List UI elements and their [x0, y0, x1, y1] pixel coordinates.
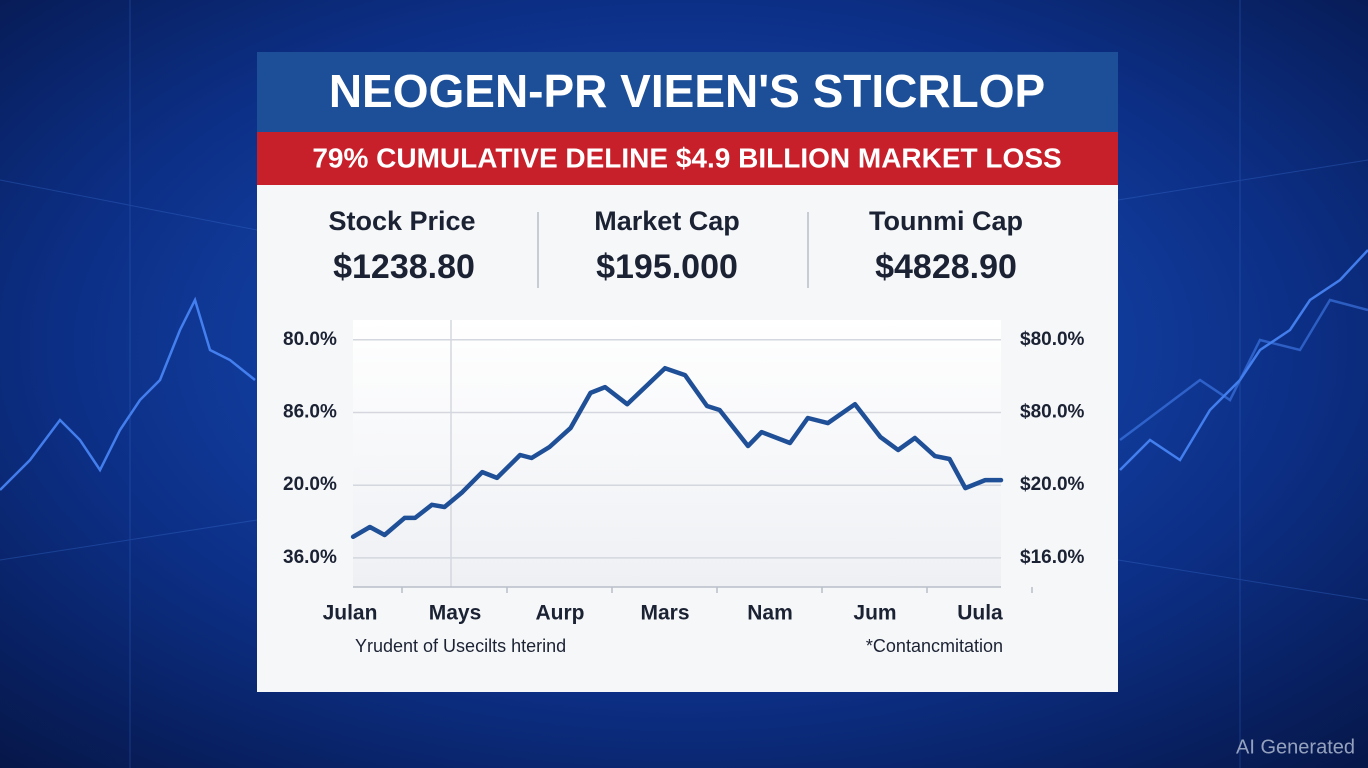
- x-tick-label: Jum: [853, 602, 896, 625]
- stat-value: $195.000: [596, 248, 738, 286]
- subtitle-band: [257, 132, 1118, 185]
- stat-label: Stock Price: [328, 206, 475, 236]
- x-tick-label: Mars: [640, 602, 689, 625]
- stat-label: Tounmi Cap: [869, 206, 1023, 236]
- stat-value: $4828.90: [875, 248, 1017, 286]
- y2-tick-label: $80.0%: [1020, 329, 1085, 350]
- x-tick-label: Julan: [323, 602, 378, 625]
- y2-tick-label: $80.0%: [1020, 402, 1085, 423]
- x-tick-label: Nam: [747, 602, 793, 625]
- x-tick-label: Mays: [429, 602, 482, 625]
- y2-tick-label: $20.0%: [1020, 474, 1085, 495]
- x-tick-label: Aurp: [536, 602, 585, 625]
- plot-area: [353, 320, 1001, 587]
- y-tick-label: 20.0%: [283, 474, 337, 495]
- title: NEOGEN-PR VIEEN'S STICRLOP: [329, 65, 1045, 117]
- watermark: AI Generated: [1236, 736, 1355, 758]
- chart: 80.0% 86.0% 20.0% 36.0% $80.0% $80.0% $20.0% $1…: [283, 329, 1085, 625]
- y2-tick-label: $16.0%: [1020, 547, 1085, 568]
- y-tick-label: 86.0%: [283, 402, 337, 423]
- header-band: [257, 52, 1118, 132]
- x-tick-label: Uula: [957, 602, 1003, 625]
- decor-lines: [0, 249, 1368, 491]
- y-tick-label: 80.0%: [283, 329, 337, 350]
- stat-label: Market Cap: [594, 206, 740, 236]
- footnote: *Contancmitation: [866, 636, 1003, 656]
- price-line: [350, 365, 1004, 540]
- subtitle: 79% CUMULATIVE DELINE $4.9 BILLION MARKE…: [312, 142, 1061, 173]
- footnote: Yrudent of Usecilts hterind: [355, 636, 566, 656]
- y-tick-label: 36.0%: [283, 547, 337, 568]
- stat-value: $1238.80: [333, 248, 475, 286]
